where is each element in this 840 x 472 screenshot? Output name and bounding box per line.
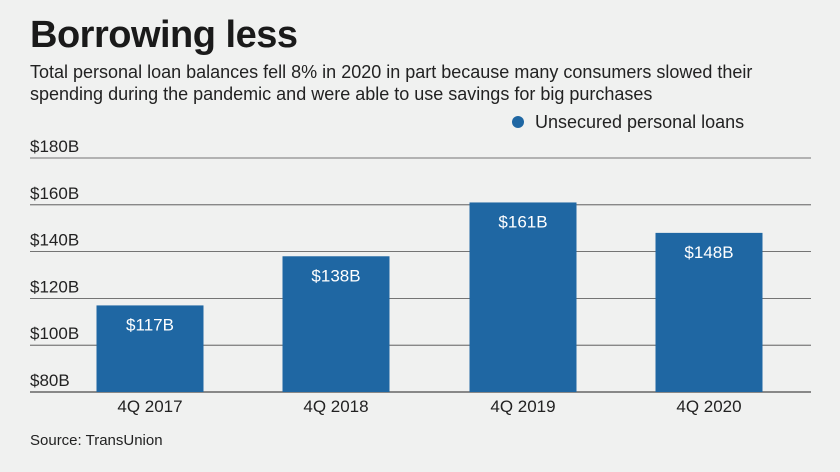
y-tick-label: $100B [30, 324, 79, 343]
bar [655, 232, 763, 392]
bar [96, 305, 204, 392]
x-axis-categories: 4Q 2017 4Q 2018 4Q 2019 4Q 2020 [117, 397, 741, 416]
bar-value-label: $161B [498, 212, 547, 231]
chart-title: Borrowing less [30, 14, 298, 56]
y-tick-label: $180B [30, 137, 79, 156]
y-tick-label: $80B [30, 371, 70, 390]
bars [96, 202, 763, 392]
legend-marker [512, 116, 524, 128]
x-category-label: 4Q 2017 [117, 397, 182, 416]
bar [469, 202, 577, 392]
data-labels: $117B $138B $161B $148B [126, 212, 734, 334]
bar-value-label: $148B [684, 243, 733, 262]
x-category-label: 4Q 2018 [303, 397, 368, 416]
bar-value-label: $138B [311, 266, 360, 285]
x-category-label: 4Q 2020 [676, 397, 741, 416]
bar [282, 256, 390, 392]
chart-subtitle: Total personal loan balances fell 8% in … [30, 62, 753, 104]
y-tick-label: $120B [30, 277, 79, 296]
source-note: Source: TransUnion [30, 432, 163, 449]
legend: Unsecured personal loans [512, 112, 744, 132]
legend-label: Unsecured personal loans [535, 112, 744, 132]
bar-value-label: $117B [126, 315, 174, 334]
y-tick-label: $160B [30, 184, 79, 203]
y-tick-label: $140B [30, 231, 79, 250]
x-category-label: 4Q 2019 [490, 397, 555, 416]
y-axis-ticks: $80B $100B $120B $140B $160B $180B [30, 137, 79, 390]
